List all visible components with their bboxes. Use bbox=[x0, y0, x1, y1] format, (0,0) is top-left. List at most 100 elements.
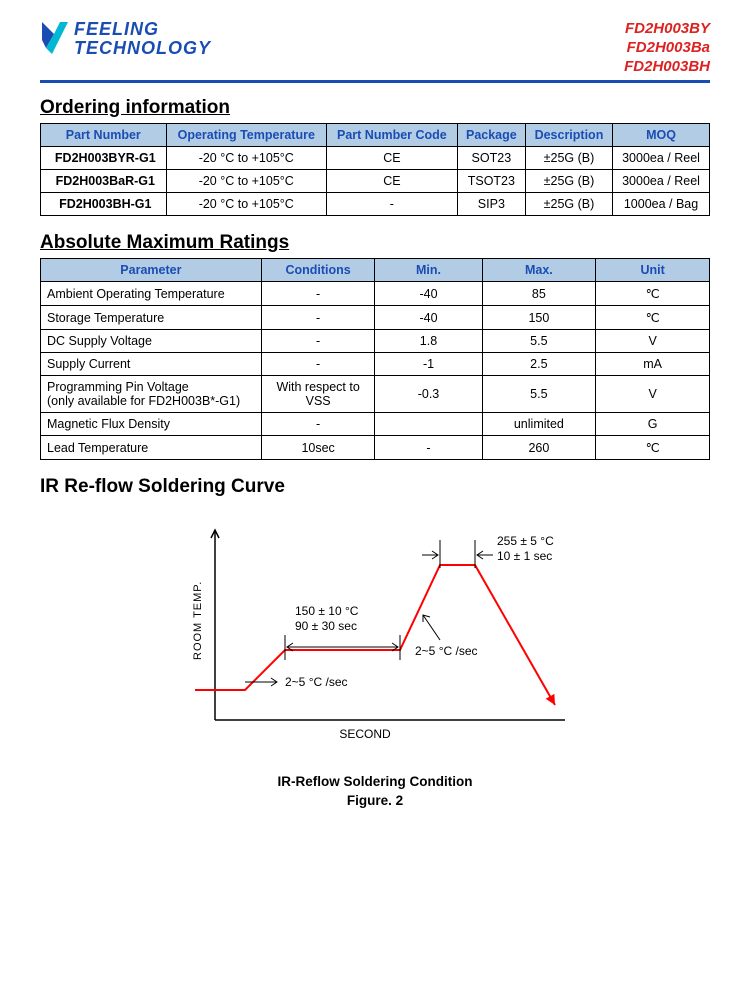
ordering-title: Ordering information bbox=[40, 97, 710, 119]
product-code: FD2H003BH bbox=[624, 58, 710, 77]
table-cell: 1000ea / Bag bbox=[613, 193, 710, 216]
logo-line1: FEELING bbox=[74, 20, 211, 39]
anno-ramp2: 2~5 °C /sec bbox=[415, 644, 478, 658]
table-cell: -40 bbox=[375, 306, 482, 330]
x-axis-label: SECOND bbox=[339, 727, 391, 741]
table-cell: ℃ bbox=[596, 436, 710, 460]
chart-caption: IR-Reflow Soldering Condition bbox=[165, 774, 585, 789]
col-header: Max. bbox=[482, 259, 596, 282]
table-cell: ℃ bbox=[596, 282, 710, 306]
anno-peak-time: 10 ± 1 sec bbox=[497, 549, 552, 563]
table-cell: FD2H003BH-G1 bbox=[41, 193, 167, 216]
anno-soak-time: 90 ± 30 sec bbox=[295, 619, 357, 633]
product-codes: FD2H003BY FD2H003Ba FD2H003BH bbox=[624, 20, 710, 76]
table-cell: ℃ bbox=[596, 306, 710, 330]
table-cell: 3000ea / Reel bbox=[613, 147, 710, 170]
col-header: Description bbox=[525, 124, 612, 147]
table-row: Programming Pin Voltage(only available f… bbox=[41, 376, 710, 413]
col-header: Part Number bbox=[41, 124, 167, 147]
col-header: Parameter bbox=[41, 259, 262, 282]
table-cell: Programming Pin Voltage(only available f… bbox=[41, 376, 262, 413]
table-cell: 3000ea / Reel bbox=[613, 170, 710, 193]
col-header: MOQ bbox=[613, 124, 710, 147]
col-header: Part Number Code bbox=[326, 124, 457, 147]
ordering-table: Part Number Operating Temperature Part N… bbox=[40, 123, 710, 216]
reflow-chart: ROOM TEMP. SECOND 150 ± 10 °C90 ± 30 sec 2~… bbox=[165, 510, 585, 808]
ratings-table: Parameter Conditions Min. Max. Unit Ambi… bbox=[40, 258, 710, 460]
anno-ramp1: 2~5 °C /sec bbox=[285, 675, 348, 689]
table-cell: - bbox=[261, 330, 375, 353]
chart-figure-label: Figure. 2 bbox=[165, 793, 585, 808]
table-cell: -20 °C to +105°C bbox=[166, 147, 326, 170]
table-cell: Magnetic Flux Density bbox=[41, 413, 262, 436]
table-row: DC Supply Voltage-1.85.5V bbox=[41, 330, 710, 353]
table-cell: CE bbox=[326, 147, 457, 170]
table-cell: ±25G (B) bbox=[525, 193, 612, 216]
table-cell: Ambient Operating Temperature bbox=[41, 282, 262, 306]
col-header: Min. bbox=[375, 259, 482, 282]
table-cell: Storage Temperature bbox=[41, 306, 262, 330]
table-row: Ambient Operating Temperature--4085℃ bbox=[41, 282, 710, 306]
col-header: Package bbox=[457, 124, 525, 147]
table-cell: 2.5 bbox=[482, 353, 596, 376]
table-cell: 10sec bbox=[261, 436, 375, 460]
table-cell: - bbox=[261, 306, 375, 330]
reflow-curve-svg: ROOM TEMP. SECOND 150 ± 10 °C90 ± 30 sec 2~… bbox=[165, 510, 585, 770]
table-cell: FD2H003BYR-G1 bbox=[41, 147, 167, 170]
table-cell: SOT23 bbox=[457, 147, 525, 170]
table-cell: SIP3 bbox=[457, 193, 525, 216]
table-cell: unlimited bbox=[482, 413, 596, 436]
product-code: FD2H003Ba bbox=[624, 39, 710, 58]
table-cell: FD2H003BaR-G1 bbox=[41, 170, 167, 193]
col-header: Conditions bbox=[261, 259, 375, 282]
table-cell: -20 °C to +105°C bbox=[166, 193, 326, 216]
table-cell: 85 bbox=[482, 282, 596, 306]
table-cell: -0.3 bbox=[375, 376, 482, 413]
table-cell: 260 bbox=[482, 436, 596, 460]
anno-soak-temp: 150 ± 10 °C bbox=[295, 604, 359, 618]
table-row: Magnetic Flux Density-unlimitedG bbox=[41, 413, 710, 436]
reflow-profile-line bbox=[195, 565, 555, 705]
table-cell: V bbox=[596, 376, 710, 413]
table-cell: TSOT23 bbox=[457, 170, 525, 193]
table-cell: ±25G (B) bbox=[525, 170, 612, 193]
table-row: FD2H003BH-G1-20 °C to +105°C-SIP3±25G (B… bbox=[41, 193, 710, 216]
table-cell: mA bbox=[596, 353, 710, 376]
table-cell: -20 °C to +105°C bbox=[166, 170, 326, 193]
table-row: Lead Temperature10sec-260℃ bbox=[41, 436, 710, 460]
table-row: FD2H003BYR-G1-20 °C to +105°CCESOT23±25G… bbox=[41, 147, 710, 170]
table-cell: - bbox=[326, 193, 457, 216]
table-cell: G bbox=[596, 413, 710, 436]
table-cell: 150 bbox=[482, 306, 596, 330]
table-cell: 1.8 bbox=[375, 330, 482, 353]
table-cell: CE bbox=[326, 170, 457, 193]
table-cell: -40 bbox=[375, 282, 482, 306]
table-cell: 5.5 bbox=[482, 330, 596, 353]
table-cell: DC Supply Voltage bbox=[41, 330, 262, 353]
table-cell: - bbox=[261, 353, 375, 376]
table-cell: 5.5 bbox=[482, 376, 596, 413]
table-cell: Lead Temperature bbox=[41, 436, 262, 460]
table-cell: ±25G (B) bbox=[525, 147, 612, 170]
ratings-title: Absolute Maximum Ratings bbox=[40, 232, 710, 254]
table-cell: V bbox=[596, 330, 710, 353]
logo-text: FEELING TECHNOLOGY bbox=[74, 20, 211, 58]
table-cell: - bbox=[375, 436, 482, 460]
page-header: FEELING TECHNOLOGY FD2H003BY FD2H003Ba F… bbox=[40, 20, 710, 83]
table-cell: Supply Current bbox=[41, 353, 262, 376]
logo-line2: TECHNOLOGY bbox=[74, 39, 211, 58]
table-cell: With respect to VSS bbox=[261, 376, 375, 413]
table-cell: - bbox=[261, 282, 375, 306]
col-header: Unit bbox=[596, 259, 710, 282]
company-logo: FEELING TECHNOLOGY bbox=[40, 20, 211, 60]
table-row: Supply Current--12.5mA bbox=[41, 353, 710, 376]
y-axis-label: ROOM TEMP. bbox=[192, 581, 204, 660]
col-header: Operating Temperature bbox=[166, 124, 326, 147]
reflow-title: IR Re-flow Soldering Curve bbox=[40, 476, 710, 498]
logo-icon bbox=[40, 20, 70, 60]
table-cell bbox=[375, 413, 482, 436]
table-row: FD2H003BaR-G1-20 °C to +105°CCETSOT23±25… bbox=[41, 170, 710, 193]
table-row: Storage Temperature--40150℃ bbox=[41, 306, 710, 330]
product-code: FD2H003BY bbox=[624, 20, 710, 39]
table-cell: -1 bbox=[375, 353, 482, 376]
